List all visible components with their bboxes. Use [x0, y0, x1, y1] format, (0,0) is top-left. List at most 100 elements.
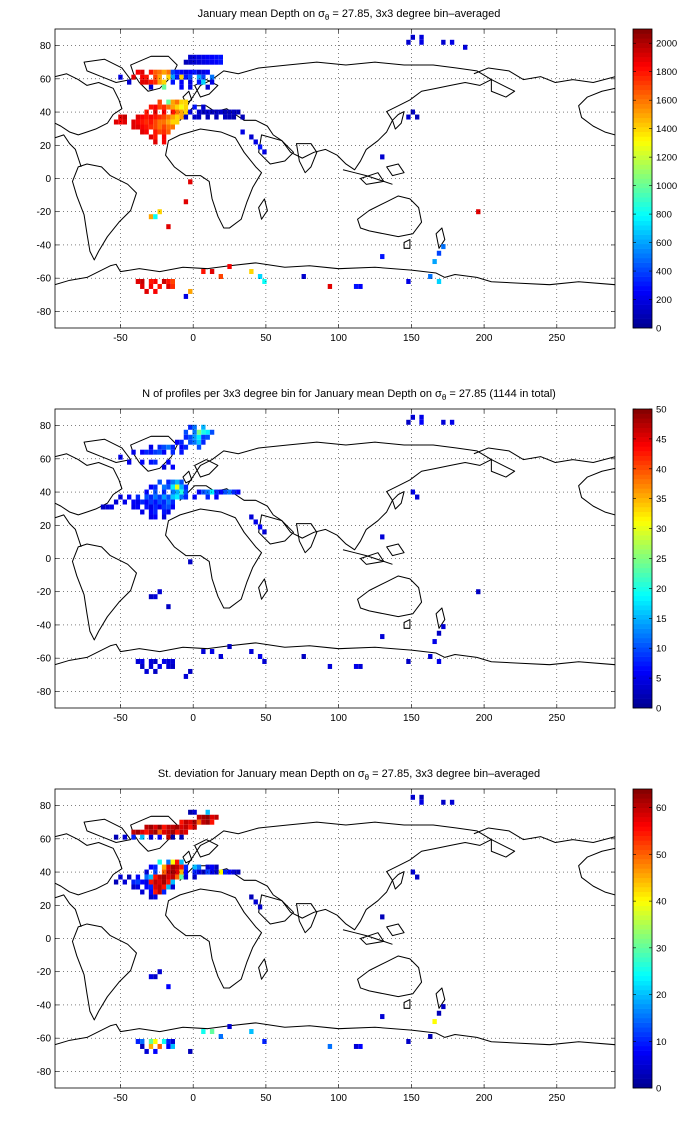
data-bin [161, 829, 167, 835]
data-bin [179, 69, 184, 75]
data-bin [144, 129, 149, 135]
colorbar-segment [633, 586, 652, 592]
panel-stdev: St. deviation for January mean Depth on … [37, 768, 667, 1104]
data-bin [161, 119, 167, 125]
data-bin [148, 594, 154, 600]
data-bin [183, 434, 189, 440]
data-bin [153, 594, 158, 600]
colorbar-tick-label: 20 [656, 990, 667, 1001]
data-bin [196, 819, 202, 825]
panel-depth: January mean Depth on σθ = 27.85, 3x3 de… [37, 8, 678, 344]
data-bin [161, 444, 167, 450]
data-bin [175, 114, 180, 120]
data-bin [175, 439, 180, 445]
data-bin [157, 499, 162, 505]
data-bin [183, 824, 189, 830]
data-bin [257, 274, 263, 279]
data-bin [449, 39, 455, 45]
data-bin [153, 114, 158, 120]
data-bin [175, 99, 180, 105]
data-bin [179, 819, 184, 825]
colorbar-segment [633, 873, 652, 879]
colorbar-segment [633, 85, 652, 91]
colorbar-segment [633, 113, 652, 119]
data-bin [170, 829, 175, 835]
data-bin [131, 829, 136, 835]
data-bin [183, 444, 189, 450]
colorbar-segment [633, 530, 652, 536]
data-bin [209, 79, 215, 85]
data-bin [183, 69, 189, 75]
data-bin [441, 244, 446, 250]
colorbar-segment [633, 535, 652, 541]
data-bin [188, 109, 193, 115]
title-stdev: St. deviation for January mean Depth on … [158, 768, 540, 782]
colorbar-segment [633, 642, 652, 648]
data-bin [148, 449, 154, 455]
data-bin [441, 799, 446, 805]
data-bin [153, 288, 158, 294]
colorbar-segment [633, 1017, 652, 1023]
colorbar-segment [633, 1036, 652, 1042]
colorbar-tick-label: 45 [656, 434, 667, 445]
data-bin [166, 494, 171, 500]
colorbar-segment [633, 413, 652, 419]
data-bin [183, 109, 189, 115]
colorbar-tick-label: 15 [656, 614, 667, 625]
colorbar-tick-label: 0 [656, 704, 661, 715]
colorbar-segment [633, 689, 652, 695]
data-bin [148, 884, 154, 890]
colorbar-segment [633, 887, 652, 893]
colorbar-segment [633, 507, 652, 513]
data-bin [148, 874, 154, 880]
data-bin [201, 59, 206, 65]
data-bin [161, 484, 167, 490]
data-bin [135, 1039, 141, 1044]
data-bin [161, 824, 167, 830]
data-bin [157, 99, 162, 105]
colorbar-segment [633, 679, 652, 685]
colorbar-segment [633, 605, 652, 611]
colorbar-segment [633, 455, 652, 461]
data-bin [144, 74, 149, 80]
x-tick-label: -50 [113, 713, 128, 724]
data-bin [148, 444, 154, 450]
data-bin [153, 484, 158, 490]
colorbar-tick-label: 200 [656, 295, 672, 306]
data-bin [227, 869, 232, 875]
colorbar-segment [633, 469, 652, 475]
data-bin [410, 489, 415, 495]
colorbar-segment [633, 581, 652, 587]
colorbar-segment [633, 957, 652, 963]
y-tick-label: -60 [37, 274, 52, 285]
colorbar-segment [633, 803, 652, 808]
data-bin [170, 74, 175, 80]
data-bin [257, 524, 263, 530]
data-bin [179, 84, 184, 90]
data-bin [257, 654, 263, 659]
data-bin [257, 144, 263, 150]
data-bin [179, 824, 184, 830]
data-bin [179, 479, 184, 485]
data-bin [192, 434, 197, 440]
x-tick-label: 150 [403, 333, 420, 344]
data-bin [140, 509, 145, 515]
data-bin [179, 869, 184, 875]
colorbar-segment [633, 826, 652, 832]
data-bin [175, 104, 180, 110]
data-bin [196, 79, 202, 85]
data-bin [209, 269, 215, 275]
data-bin [166, 864, 171, 870]
data-bin [166, 124, 171, 130]
data-bin [231, 869, 237, 875]
data-bin [144, 884, 149, 890]
data-bin [148, 864, 154, 870]
colorbar-segment [633, 488, 652, 494]
data-bin [148, 84, 154, 90]
colorbar-segment [633, 75, 652, 81]
data-bin [170, 119, 175, 125]
data-bin [161, 864, 167, 870]
colorbar-tick-label: 0 [656, 324, 661, 335]
colorbar-tick-label: 40 [656, 897, 667, 908]
colorbar-segment [633, 127, 652, 133]
